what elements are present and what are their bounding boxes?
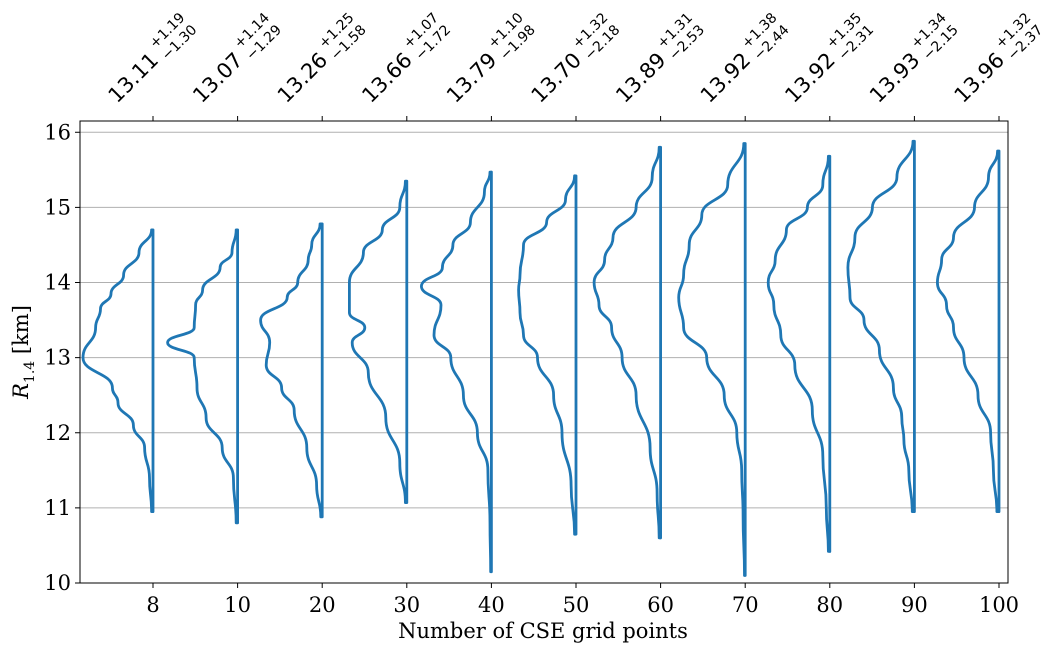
violin-20	[259, 222, 324, 519]
y-tick-label: 15	[44, 195, 71, 219]
median-value: 13.26	[273, 48, 332, 107]
x-tick-label: 80	[816, 593, 843, 617]
median-label: 13.26+1.25−1.58	[273, 10, 370, 108]
median-label: 13.92+1.35−2.31	[780, 10, 877, 108]
x-tick-label: 60	[647, 593, 674, 617]
y-axis: 10 11 12 13 14 15 16	[44, 120, 80, 595]
x-tick-label: 20	[309, 593, 336, 617]
y-tick-label: 11	[44, 496, 71, 520]
median-value: 13.70	[527, 48, 586, 107]
x-axis: 8 10 20 30 40 50 60 70 80 90 100	[146, 583, 1019, 617]
x-tick-label: 10	[224, 593, 251, 617]
x-tick-label: 8	[146, 593, 159, 617]
median-value: 13.66	[357, 48, 416, 107]
median-label: 13.96+1.32−2.37	[950, 10, 1047, 108]
y-axis-label-main: R	[9, 383, 33, 400]
x-axis-label: Number of CSE grid points	[398, 619, 688, 643]
x-tick-label: 100	[979, 593, 1019, 617]
x-tick-label: 40	[478, 593, 505, 617]
violin-60	[592, 145, 662, 540]
median-value: 13.92	[696, 48, 755, 107]
violin-40	[420, 170, 493, 574]
median-label: 13.93+1.34−2.15	[865, 10, 962, 108]
x-tick-label: 70	[732, 593, 759, 617]
grid-lines	[80, 131, 1008, 584]
median-value: 13.89	[611, 48, 670, 107]
x-tick-label: 90	[901, 593, 928, 617]
violin-50	[517, 174, 578, 536]
median-value: 13.92	[780, 48, 839, 107]
violin-series	[81, 139, 1001, 577]
x-tick-label: 30	[393, 593, 420, 617]
y-tick-label: 16	[44, 120, 71, 144]
plot-frame	[79, 120, 1009, 584]
median-label: 13.79+1.10−1.98	[442, 10, 539, 108]
median-label: 13.07+1.14−1.29	[188, 10, 285, 108]
violin-100	[936, 149, 1001, 514]
y-axis-label-sub: 1.4	[22, 361, 38, 383]
median-value: 13.96	[950, 48, 1009, 107]
median-value: 13.79	[442, 48, 501, 107]
x-tick-label: 50	[563, 593, 590, 617]
median-label: 13.66+1.07−1.72	[357, 10, 454, 108]
median-label: 13.11+1.19−1.30	[104, 10, 201, 108]
violin-8	[81, 228, 155, 514]
median-label: 13.70+1.32−2.18	[527, 10, 624, 108]
top-median-labels: 13.11+1.19−1.3013.07+1.14−1.2913.26+1.25…	[104, 10, 1047, 121]
violin-90	[846, 139, 916, 514]
y-axis-label-unit: [km]	[9, 305, 33, 361]
median-label: 13.89+1.31−2.53	[611, 10, 708, 108]
y-tick-label: 10	[44, 571, 71, 595]
violin-30	[348, 179, 409, 505]
violin-70	[677, 142, 747, 577]
y-axis-label: R1.4 [km]	[9, 305, 38, 400]
y-tick-label: 14	[44, 271, 71, 295]
violin-10	[166, 228, 239, 525]
median-value: 13.93	[865, 48, 924, 107]
violin-80	[766, 154, 832, 553]
y-tick-label: 12	[44, 421, 71, 445]
median-value: 13.07	[188, 48, 247, 107]
median-value: 13.11	[104, 48, 163, 107]
y-tick-label: 13	[44, 346, 71, 370]
median-label: 13.92+1.38−2.44	[696, 10, 793, 108]
